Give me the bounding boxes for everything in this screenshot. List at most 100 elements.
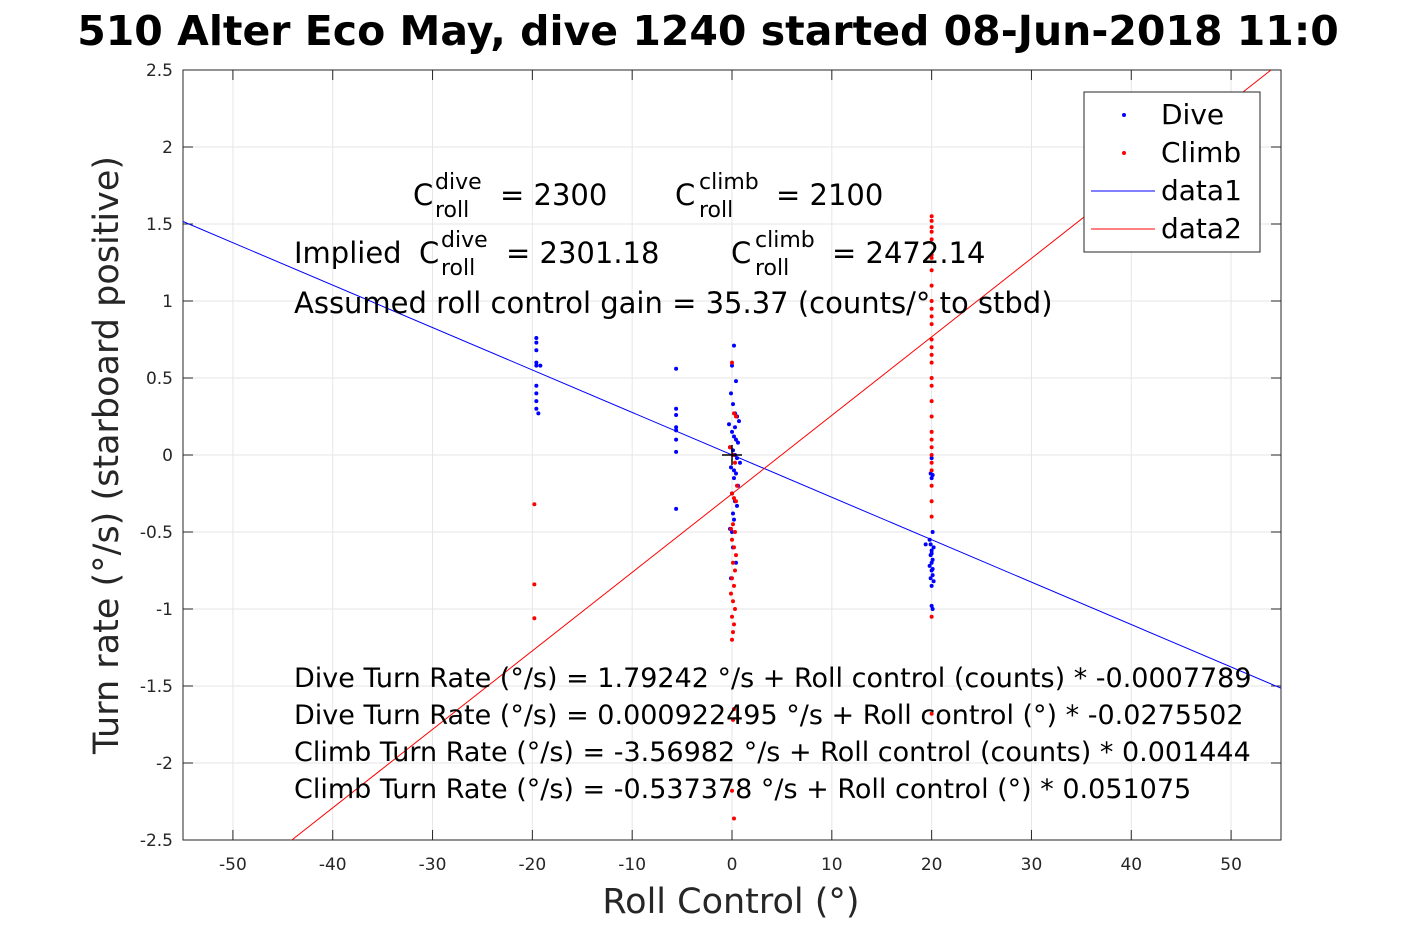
point-climb (929, 337, 934, 342)
point-dive (731, 434, 736, 439)
implied-dive-sub: roll (441, 256, 475, 281)
point-climb (731, 545, 736, 550)
point-climb (730, 360, 734, 365)
point-climb (729, 591, 734, 596)
implied-dive-base: C (419, 236, 439, 270)
point-dive (534, 391, 539, 396)
point-climb (730, 560, 735, 565)
x-axis-label: Roll Control (°) (602, 882, 859, 922)
point-climb (532, 502, 537, 507)
point-dive (736, 419, 741, 424)
point-dive (674, 437, 679, 442)
point-dive (674, 428, 679, 433)
x-tick-label: -50 (219, 855, 247, 875)
equation-dive-counts: Dive Turn Rate (°/s) = 1.79242 °/s + Rol… (294, 663, 1252, 694)
chart-title: 510 Alter Eco May, dive 1240 started 08-… (77, 7, 1339, 55)
point-dive (930, 557, 935, 562)
point-climb (929, 214, 934, 219)
point-climb (929, 229, 934, 234)
point-climb (730, 788, 734, 793)
point-dive (730, 511, 735, 516)
x-tick-label: 50 (1220, 855, 1242, 875)
c-roll-climb-base: C (675, 178, 695, 212)
c-roll-dive-sub: roll (435, 198, 469, 223)
point-climb (929, 614, 934, 619)
x-tick-label: -20 (518, 855, 546, 875)
y-tick-label: -2 (156, 754, 173, 774)
x-tick-label: -10 (618, 855, 646, 875)
y-tick-label: -2.5 (140, 831, 173, 851)
point-climb (929, 429, 934, 434)
point-climb (733, 553, 738, 558)
point-climb (729, 526, 734, 531)
point-climb (732, 607, 737, 611)
point-dive (534, 348, 539, 353)
point-climb (732, 530, 737, 534)
point-climb (728, 445, 733, 450)
equation-climb-counts: Climb Turn Rate (°/s) = -3.56982 °/s + R… (294, 737, 1251, 768)
point-climb (929, 345, 934, 350)
legend-label-dive: Dive (1161, 98, 1224, 131)
point-climb (731, 411, 736, 416)
legend-marker-climb (1122, 151, 1126, 155)
point-climb (730, 599, 735, 604)
point-dive (929, 551, 934, 556)
y-tick-label: 1.5 (146, 215, 173, 235)
implied-climb-value: = 2472.14 (832, 236, 985, 270)
point-climb (929, 376, 934, 380)
implied-dive-sup: dive (441, 228, 488, 253)
point-dive (674, 412, 679, 417)
point-climb (532, 582, 537, 587)
c-roll-climb-value: = 2100 (776, 178, 883, 212)
point-dive (929, 560, 934, 565)
implied-climb-sub: roll (755, 256, 789, 281)
point-dive (931, 545, 936, 550)
y-tick-label: -1 (156, 600, 173, 620)
x-tick-label: 10 (821, 855, 843, 875)
point-dive (534, 383, 539, 388)
point-climb (929, 445, 934, 450)
point-climb (929, 360, 934, 365)
legend-label-data2: data2 (1161, 212, 1242, 245)
point-climb (731, 816, 736, 821)
legend-label-data1: data1 (1161, 174, 1242, 207)
point-dive (733, 471, 738, 476)
point-climb (532, 616, 537, 621)
point-dive (929, 583, 934, 588)
legend: Dive Climb data1 data2 (1083, 91, 1261, 253)
point-climb (929, 283, 934, 288)
point-dive (929, 476, 934, 481)
point-climb (730, 576, 734, 581)
point-dive (734, 456, 739, 461)
point-dive (538, 363, 543, 368)
point-dive (534, 406, 539, 411)
legend-label-climb: Climb (1161, 136, 1241, 169)
point-climb (929, 268, 934, 273)
point-dive (930, 530, 935, 534)
point-climb (929, 514, 934, 519)
point-dive (732, 425, 737, 430)
point-climb (929, 255, 934, 260)
point-climb (732, 460, 737, 465)
x-tick-label: -40 (319, 855, 347, 875)
annotation-gain: Assumed roll control gain = 35.37 (count… (294, 286, 1053, 320)
x-tick-label: 20 (921, 855, 943, 875)
point-climb (734, 483, 739, 488)
point-climb (929, 218, 934, 223)
point-dive (733, 437, 738, 442)
point-dive (731, 468, 736, 473)
c-roll-dive-value: = 2300 (500, 178, 607, 212)
x-tick-label: 0 (727, 855, 738, 875)
point-climb (929, 225, 934, 230)
x-tick-label: -30 (419, 855, 447, 875)
point-dive (931, 579, 936, 584)
point-climb (733, 414, 738, 419)
point-climb (730, 717, 735, 722)
point-climb (731, 622, 736, 627)
point-dive (731, 343, 736, 348)
point-climb (730, 491, 734, 496)
point-climb (731, 496, 736, 501)
point-dive (534, 335, 539, 340)
c-roll-dive-base: C (413, 178, 433, 212)
annotation-c-roll-dive: C dive roll = 2300 (413, 170, 607, 223)
